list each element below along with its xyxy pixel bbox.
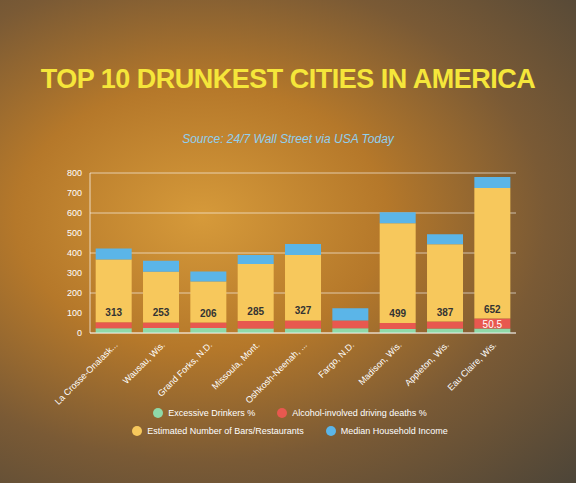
- svg-text:652: 652: [484, 304, 501, 315]
- svg-text:499: 499: [389, 308, 406, 319]
- svg-text:285: 285: [247, 306, 264, 317]
- svg-text:600: 600: [67, 208, 82, 218]
- svg-text:800: 800: [67, 168, 82, 178]
- svg-text:Eau Claire, Wis.: Eau Claire, Wis.: [446, 340, 499, 393]
- svg-text:La Crosse-Onalask...: La Crosse-Onalask...: [53, 340, 120, 407]
- svg-text:Wausau, Wis.: Wausau, Wis.: [121, 340, 167, 386]
- html-text:TOP 10 DRUNKEST CITIES IN AMER: TOP 10 DRUNKEST CITIES IN AMERICA: [40, 64, 536, 94]
- svg-text:Grand Forks, N.D.: Grand Forks, N.D.: [156, 340, 215, 399]
- svg-text:Madison, Wis.: Madison, Wis.: [357, 340, 404, 387]
- svg-text:100: 100: [67, 308, 82, 318]
- html-text:Median Household Income: Median Household Income: [340, 426, 448, 436]
- svg-text:Oshkosh-Neenah, ...: Oshkosh-Neenah, ...: [243, 340, 308, 405]
- svg-text:500: 500: [67, 228, 82, 238]
- svg-text:253: 253: [153, 307, 170, 318]
- svg-text:387: 387: [437, 307, 454, 318]
- svg-text:0: 0: [77, 328, 82, 338]
- svg-text:50.5: 50.5: [483, 319, 503, 330]
- svg-text:300: 300: [67, 268, 82, 278]
- svg-text:206: 206: [200, 308, 217, 319]
- svg-text:327: 327: [295, 305, 312, 316]
- html-text:Alcohol-involved driving death: Alcohol-involved driving deaths %: [292, 408, 427, 418]
- svg-text:313: 313: [105, 307, 122, 318]
- svg-text:200: 200: [67, 288, 82, 298]
- svg-text:Appleton, Wis.: Appleton, Wis.: [403, 340, 451, 388]
- svg-text:400: 400: [67, 248, 82, 258]
- svg-text:700: 700: [67, 188, 82, 198]
- html-text:Excessive Drinkers %: Excessive Drinkers %: [168, 408, 256, 418]
- svg-text:Fargo, N.D.: Fargo, N.D.: [316, 340, 356, 380]
- html-text:Estimated Number of Bars/Resta: Estimated Number of Bars/Restaurants: [147, 426, 304, 436]
- html-text:Source: 24/7 Wall Street via U: Source: 24/7 Wall Street via USA Today: [182, 132, 394, 146]
- svg-text:Missoula, Mont.: Missoula, Mont.: [210, 340, 262, 392]
